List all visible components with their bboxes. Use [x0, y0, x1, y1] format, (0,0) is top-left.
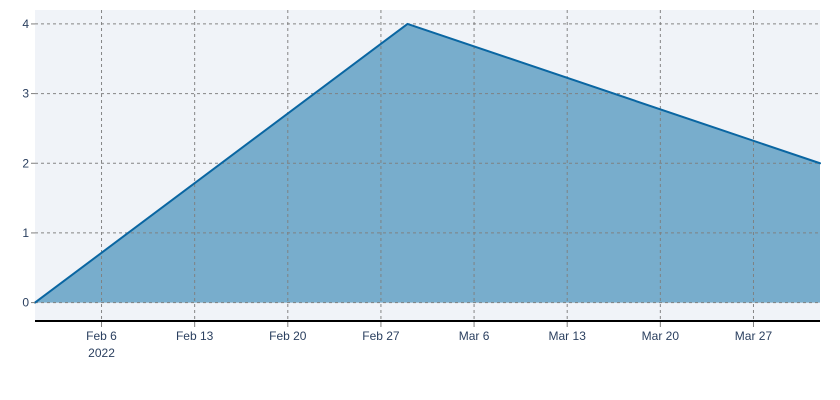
y-tick-label: 0 — [22, 296, 29, 310]
x-tick-year-label: 2022 — [88, 346, 115, 360]
x-tick-label: Mar 13 — [549, 329, 587, 343]
y-tick-label: 2 — [22, 156, 29, 170]
y-tick-label: 4 — [22, 17, 29, 31]
y-tick-label: 1 — [22, 226, 29, 240]
x-tick-label: Feb 20 — [269, 329, 307, 343]
y-tick-label: 3 — [22, 87, 29, 101]
x-tick-label: Feb 6 — [86, 329, 117, 343]
x-tick-label: Feb 27 — [362, 329, 400, 343]
x-tick-label: Feb 13 — [176, 329, 214, 343]
x-tick-label: Mar 20 — [642, 329, 680, 343]
x-tick-label: Mar 27 — [735, 329, 773, 343]
x-tick-label: Mar 6 — [459, 329, 490, 343]
area-line — [34, 22, 821, 304]
